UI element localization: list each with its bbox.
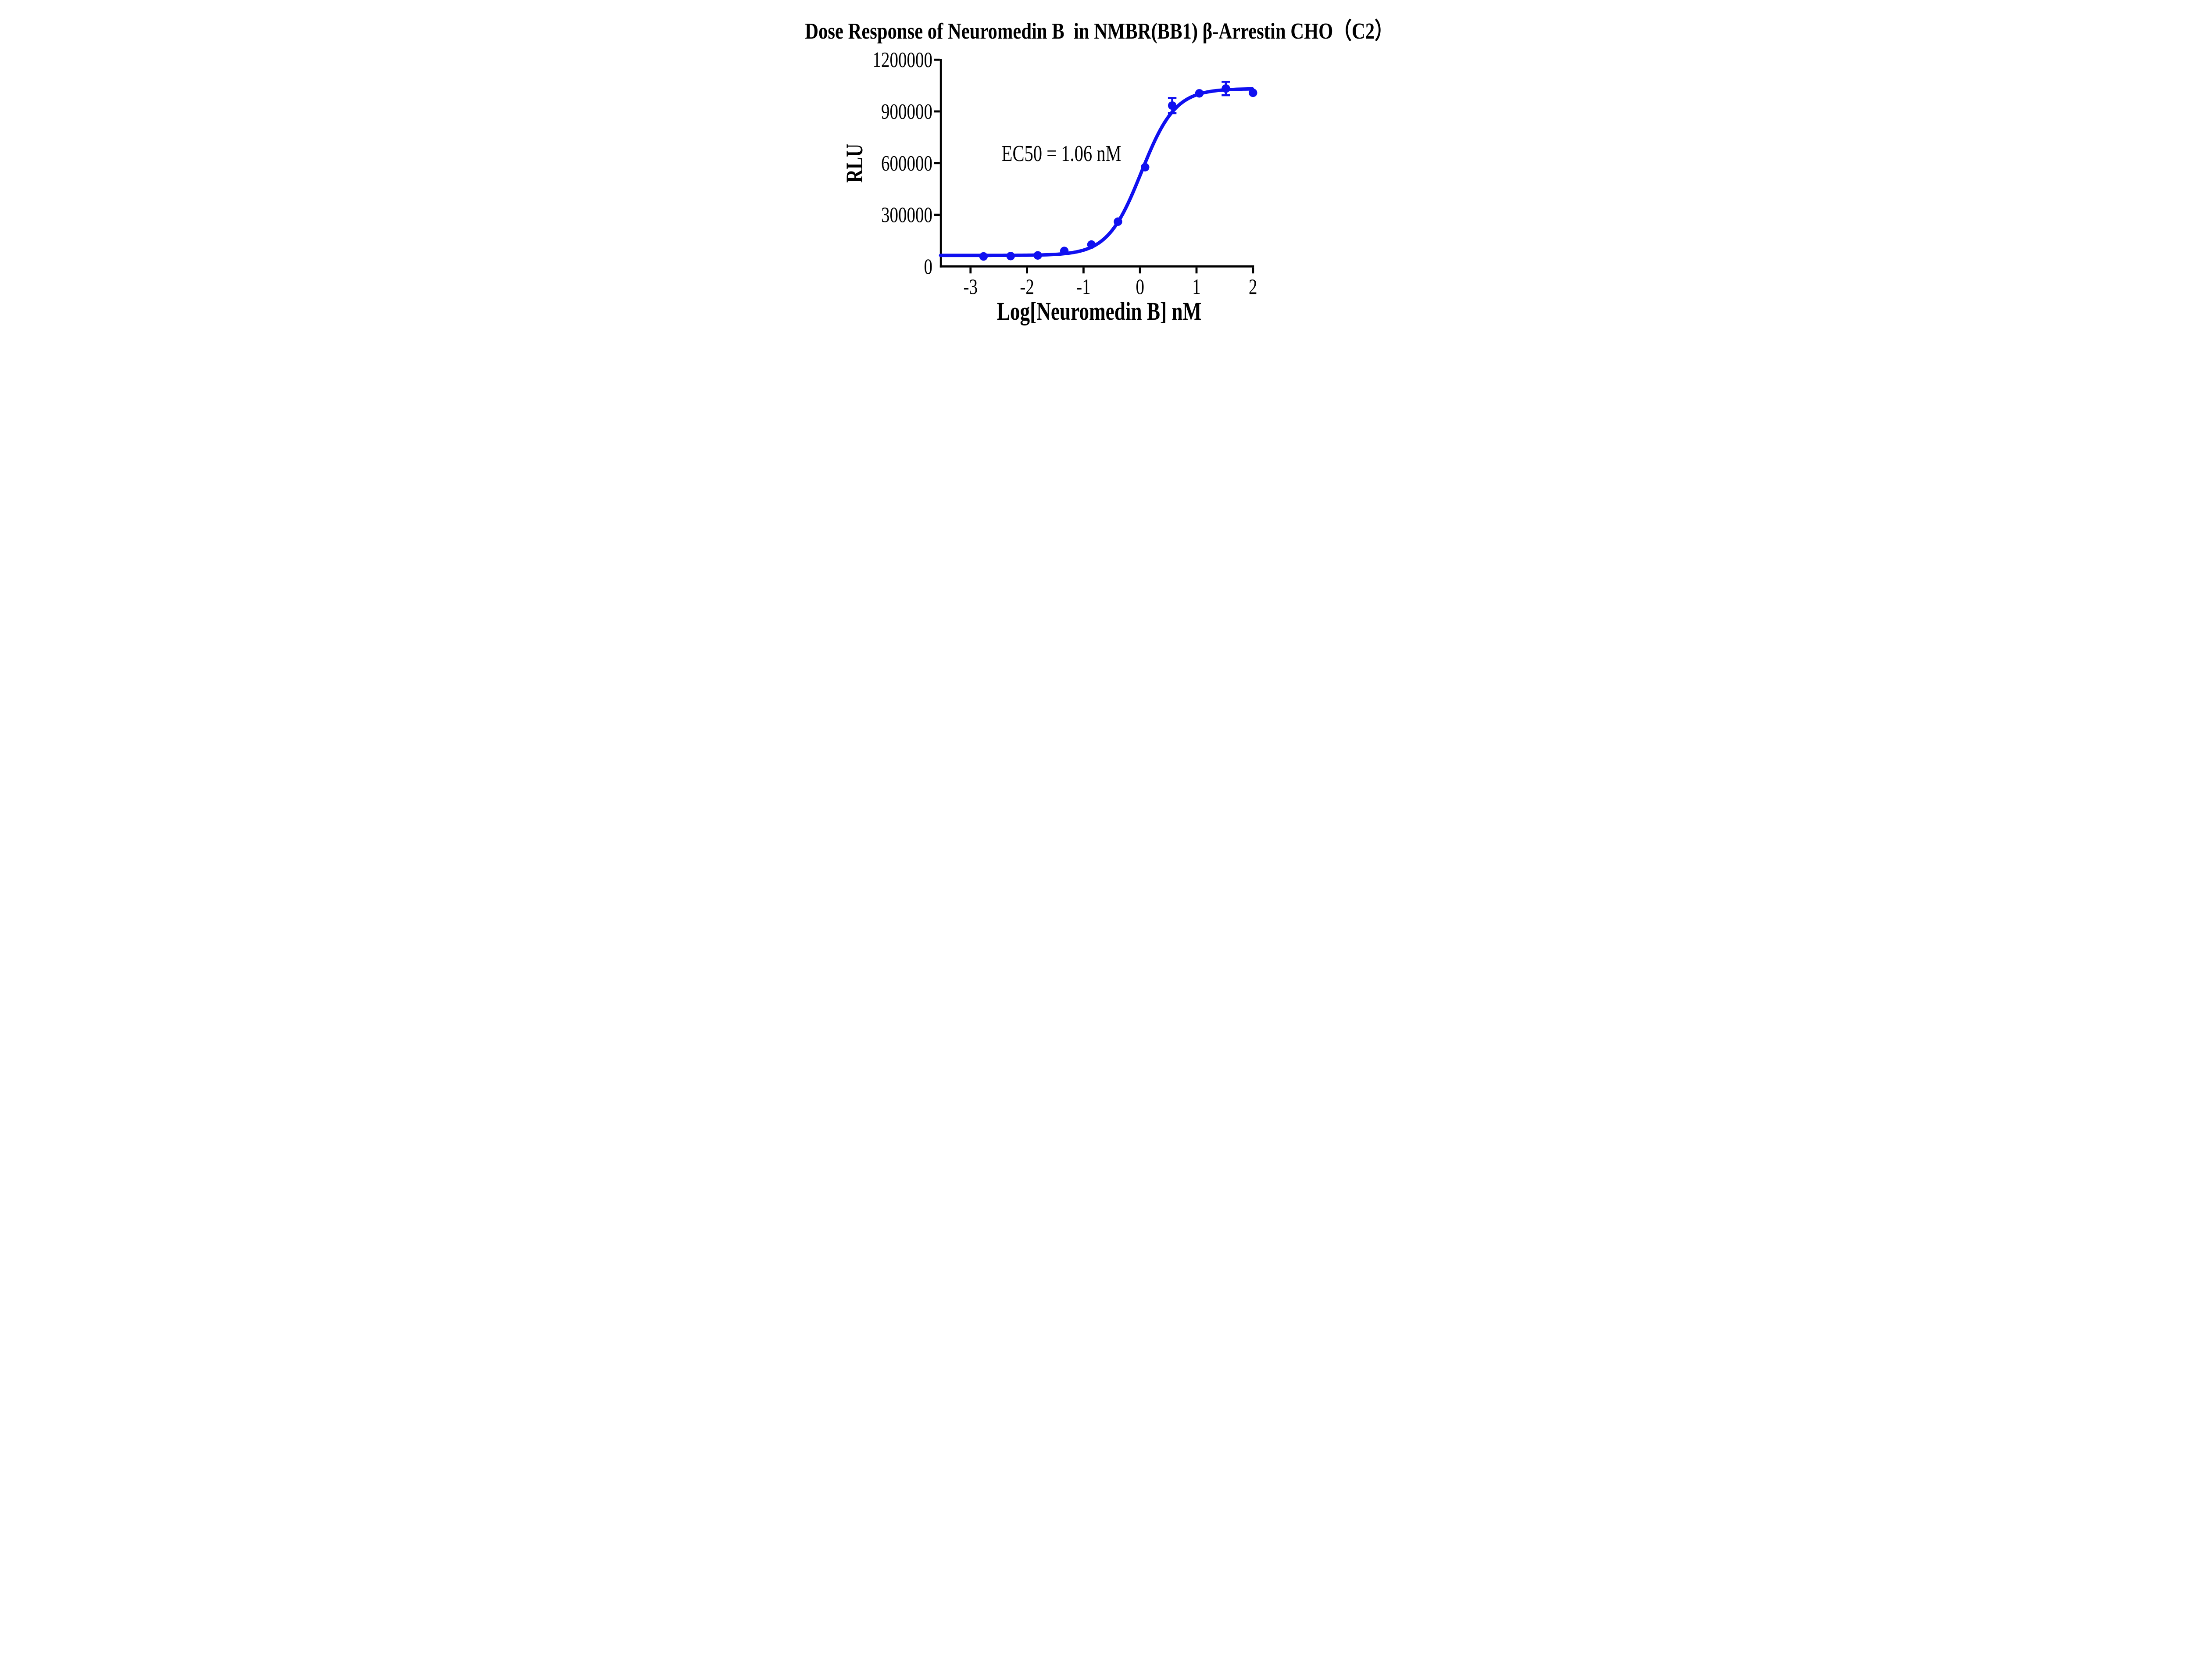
ec50-annotation: EC50 = 1.06 nM: [1001, 141, 1121, 166]
data-point: [979, 252, 988, 261]
data-point: [1087, 240, 1096, 249]
y-tick-label: 0: [924, 254, 932, 279]
x-tick: [1251, 267, 1254, 274]
x-axis-label: Log[Neuromedin B] nM: [996, 298, 1201, 326]
y-tick-label: 1200000: [872, 47, 932, 72]
y-tick: [933, 110, 940, 113]
x-tick: [1082, 267, 1085, 274]
data-point: [1006, 252, 1015, 261]
dose-response-figure: Dose Response of Neuromedin B in NMBR(BB…: [771, 0, 1422, 336]
y-tick: [933, 58, 940, 61]
data-point: [1140, 163, 1149, 172]
x-tick-label: 2: [1249, 274, 1257, 299]
y-tick: [933, 214, 940, 216]
y-axis-line: [939, 59, 942, 268]
x-tick: [969, 267, 971, 274]
data-point: [1033, 251, 1042, 260]
fit-curve: [939, 87, 1254, 257]
x-tick-label: 0: [1136, 274, 1144, 299]
x-tick-label: -1: [1076, 274, 1090, 299]
data-point: [1248, 88, 1257, 97]
x-tick: [1025, 267, 1028, 274]
x-tick: [1195, 267, 1197, 274]
y-tick-label: 900000: [881, 99, 932, 124]
dose-response-chart: Dose Response of Neuromedin B in NMBR(BB…: [805, 18, 1393, 326]
x-tick-label: -2: [1020, 274, 1034, 299]
x-tick: [1139, 267, 1141, 274]
data-point: [1221, 84, 1230, 93]
y-tick-label: 300000: [881, 202, 932, 227]
x-tick-label: 1: [1192, 274, 1201, 299]
y-tick: [933, 162, 940, 164]
y-tick-label: 600000: [881, 151, 932, 175]
x-axis-line: [939, 265, 1254, 268]
y-axis-label: RLU: [842, 144, 868, 183]
data-point: [1195, 89, 1204, 98]
data-point: [1168, 101, 1176, 110]
x-tick-label: -3: [963, 274, 977, 299]
data-point: [1060, 247, 1068, 255]
data-point: [1113, 217, 1122, 226]
chart-title: Dose Response of Neuromedin B in NMBR(BB…: [805, 18, 1393, 44]
